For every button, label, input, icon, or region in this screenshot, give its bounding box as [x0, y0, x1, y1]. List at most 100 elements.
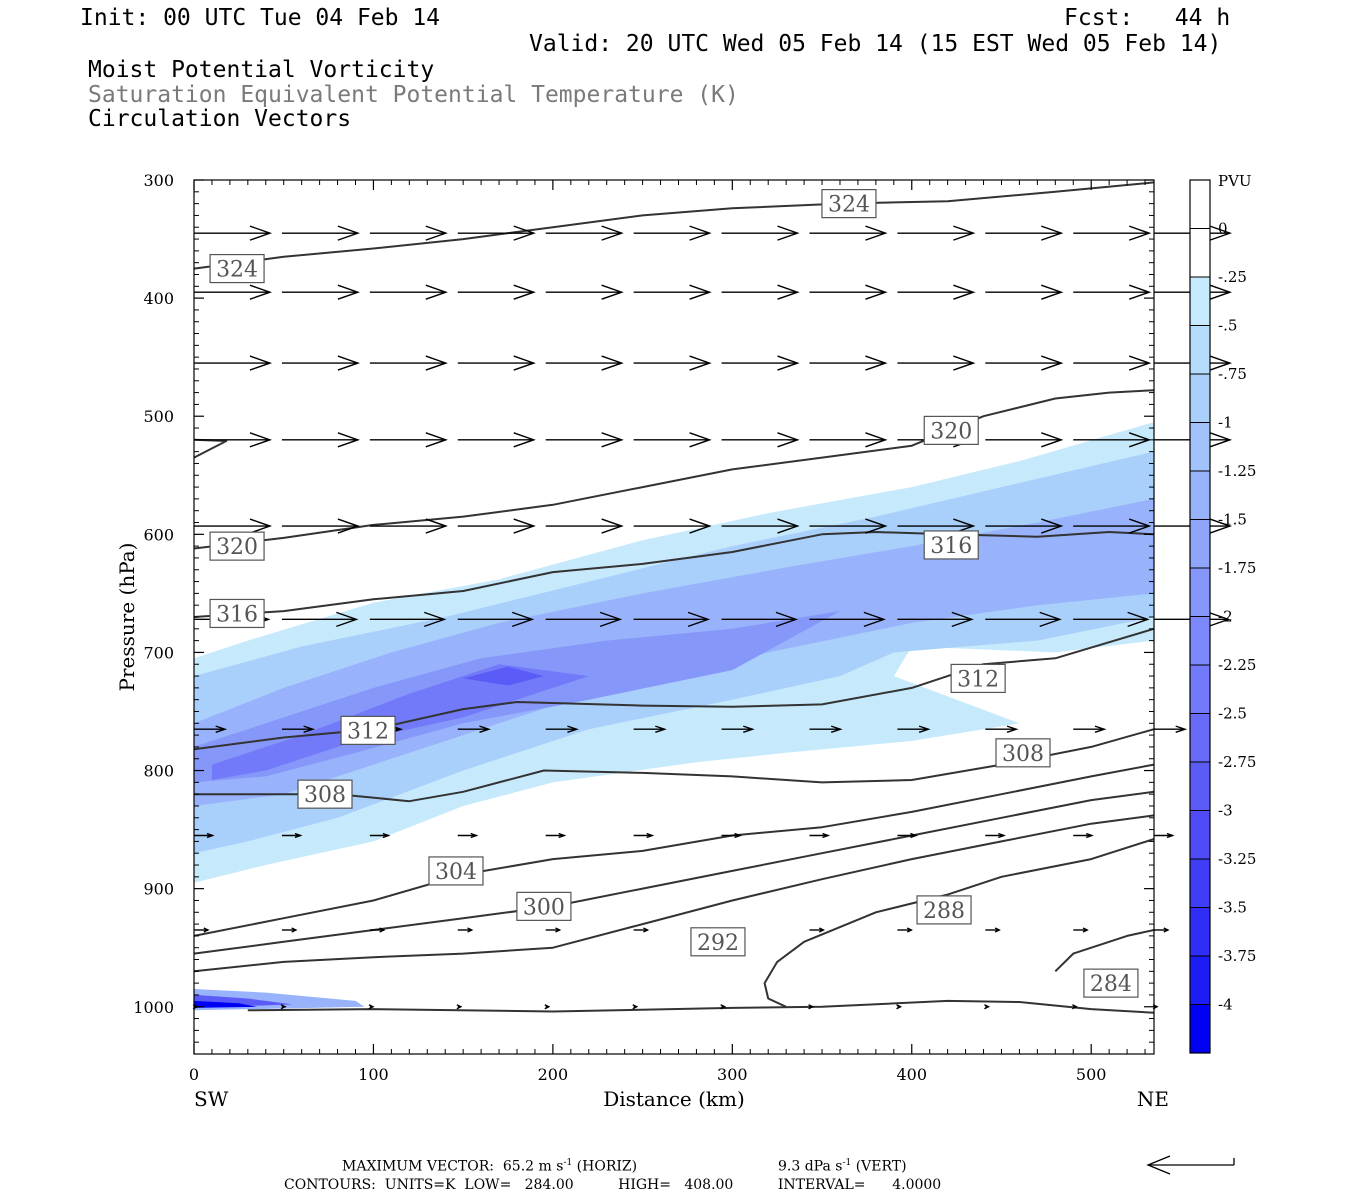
- title-mpv: Moist Potential Vorticity: [88, 57, 435, 83]
- colorbar-label: -2.5: [1218, 705, 1247, 723]
- colorbar-swatch-0: [1190, 180, 1210, 229]
- vector-arrow-1-4: [545, 284, 624, 300]
- colorbar-swatch-8: [1190, 568, 1210, 617]
- vector-arrow-5-10: [1073, 611, 1150, 628]
- vector-arrow-6-11: [1154, 725, 1188, 733]
- contour-284-11: [247, 999, 1155, 1014]
- contour-292-9: [763, 838, 1155, 1008]
- contour-304-6: [193, 763, 1155, 937]
- vector-arrow-7-4: [545, 832, 567, 839]
- vector-arrow-0-4: [545, 225, 624, 241]
- colorbar-label: -2.75: [1218, 753, 1256, 771]
- y-tick-label: 700: [143, 643, 174, 662]
- vector-arrow-0-7: [809, 225, 888, 241]
- vector-arrow-7-9: [985, 832, 1007, 839]
- vector-arrow-1-1: [281, 284, 360, 300]
- vector-arrow-8-4: [545, 927, 562, 933]
- vector-arrow-1-8: [897, 284, 976, 300]
- y-tick-label: 900: [143, 880, 174, 899]
- vector-arrow-3-1: [281, 432, 360, 448]
- contour-label-2: 320: [209, 531, 265, 561]
- vector-arrow-5-7: [809, 611, 886, 628]
- init-time: Init: 00 UTC Tue 04 Feb 14: [80, 5, 441, 31]
- pv-region-8: [194, 1000, 257, 1008]
- max-vertical-text: 9.3 dPa s-1 (VERT): [778, 1158, 907, 1175]
- vector-arrow-2-9: [985, 355, 1064, 371]
- vector-arrow-3-5: [633, 432, 712, 448]
- colorbar-swatch-5: [1190, 422, 1210, 472]
- vector-arrow-2-6: [721, 355, 800, 371]
- svg-text:300: 300: [523, 895, 565, 920]
- vector-arrow-7-5: [633, 832, 655, 839]
- contours-info: CONTOURS: UNITS=K LOW= 284.00 HIGH= 408.…: [284, 1177, 942, 1193]
- colorbar-label: -.25: [1218, 268, 1247, 286]
- y-tick-label: 800: [143, 762, 174, 781]
- vector-arrow-9-7: [808, 1004, 815, 1010]
- vector-arrow-3-0: [194, 432, 273, 448]
- svg-text:312: 312: [957, 667, 999, 692]
- vector-arrow-3-3: [457, 432, 536, 448]
- colorbar-swatch-3: [1190, 325, 1210, 375]
- vector-arrow-6-6: [721, 725, 755, 733]
- colorbar-label: -3.25: [1218, 850, 1256, 868]
- vector-arrow-6-8: [897, 725, 931, 733]
- vector-arrow-6-5: [633, 725, 667, 733]
- colorbar-label: -2.25: [1218, 656, 1256, 674]
- vector-arrow-3-2: [369, 432, 448, 448]
- svg-text:292: 292: [697, 931, 739, 956]
- circulation-vectors: [192, 225, 1233, 1010]
- colorbar-label: -2: [1218, 608, 1233, 626]
- vector-arrow-8-1: [281, 927, 298, 933]
- contour-label-11: 300: [516, 891, 572, 921]
- vector-arrow-0-8: [897, 225, 976, 241]
- contour-label-10: 304: [428, 856, 484, 886]
- vector-arrow-9-4: [544, 1004, 551, 1010]
- colorbar-label: -.5: [1218, 317, 1237, 335]
- vector-arrow-0-6: [721, 225, 800, 241]
- vector-arrow-7-11: [1154, 832, 1175, 839]
- axes: 300 400 500 600 700 800 900 1000 0 100 200 300 400 50…: [115, 171, 1169, 1111]
- vector-arrow-4-5: [633, 518, 712, 534]
- colorbar-label: -1.75: [1218, 559, 1256, 577]
- vector-arrow-5-2: [369, 611, 447, 628]
- vector-arrow-9-5: [632, 1004, 639, 1010]
- colorbar-swatch-7: [1190, 519, 1210, 569]
- vector-arrow-8-7: [809, 927, 826, 933]
- vector-arrow-6-0: [194, 725, 228, 733]
- colorbar-label: -.75: [1218, 365, 1247, 383]
- valid-time: Valid: 20 UTC Wed 05 Feb 14 (15 EST Wed …: [529, 31, 1222, 57]
- colorbar-swatch-13: [1190, 810, 1210, 860]
- title-vectors: Circulation Vectors: [88, 106, 352, 132]
- max-vector-text: MAXIMUM VECTOR: 65.2 m s-1 (HORIZ): [342, 1158, 638, 1175]
- contour-label-4: 316: [209, 598, 265, 629]
- vector-arrow-7-2: [369, 832, 391, 839]
- colorbar-swatch-14: [1190, 859, 1210, 908]
- vector-arrow-7-10: [1073, 832, 1094, 839]
- svg-text:308: 308: [304, 783, 346, 808]
- vector-arrow-1-3: [457, 284, 536, 300]
- pv-shading: [194, 422, 1154, 1011]
- vector-arrow-1-0: [194, 284, 273, 300]
- colorbar-swatch-6: [1190, 471, 1210, 520]
- vector-arrow-6-3: [457, 725, 491, 733]
- x-tick-label: 0: [189, 1065, 199, 1084]
- colorbar-swatch-1: [1190, 228, 1210, 278]
- y-tick-label: 600: [143, 525, 174, 544]
- vector-arrow-9-3: [456, 1004, 463, 1010]
- contour-labels: 324 324 320 320 316 316 312 312 308 308 304 300 292 2…: [209, 189, 1139, 998]
- vector-arrow-3-7: [809, 432, 888, 448]
- vector-arrow-2-1: [281, 355, 360, 371]
- contour-320-2: [193, 438, 228, 459]
- vector-arrow-1-9: [985, 284, 1064, 300]
- colorbar-label: -4: [1218, 996, 1233, 1014]
- vector-arrow-8-5: [633, 927, 650, 933]
- vector-arrow-1-6: [721, 284, 800, 300]
- contour-296-8: [193, 814, 1155, 973]
- vector-arrow-3-9: [985, 432, 1064, 448]
- contour-label-3: 320: [923, 415, 979, 445]
- vector-arrow-5-4: [545, 611, 623, 628]
- vector-arrow-5-9: [985, 611, 1062, 628]
- contour-316-3: [193, 531, 1155, 618]
- contour-label-14: 284: [1083, 968, 1139, 998]
- vector-arrow-0-0: [194, 225, 273, 241]
